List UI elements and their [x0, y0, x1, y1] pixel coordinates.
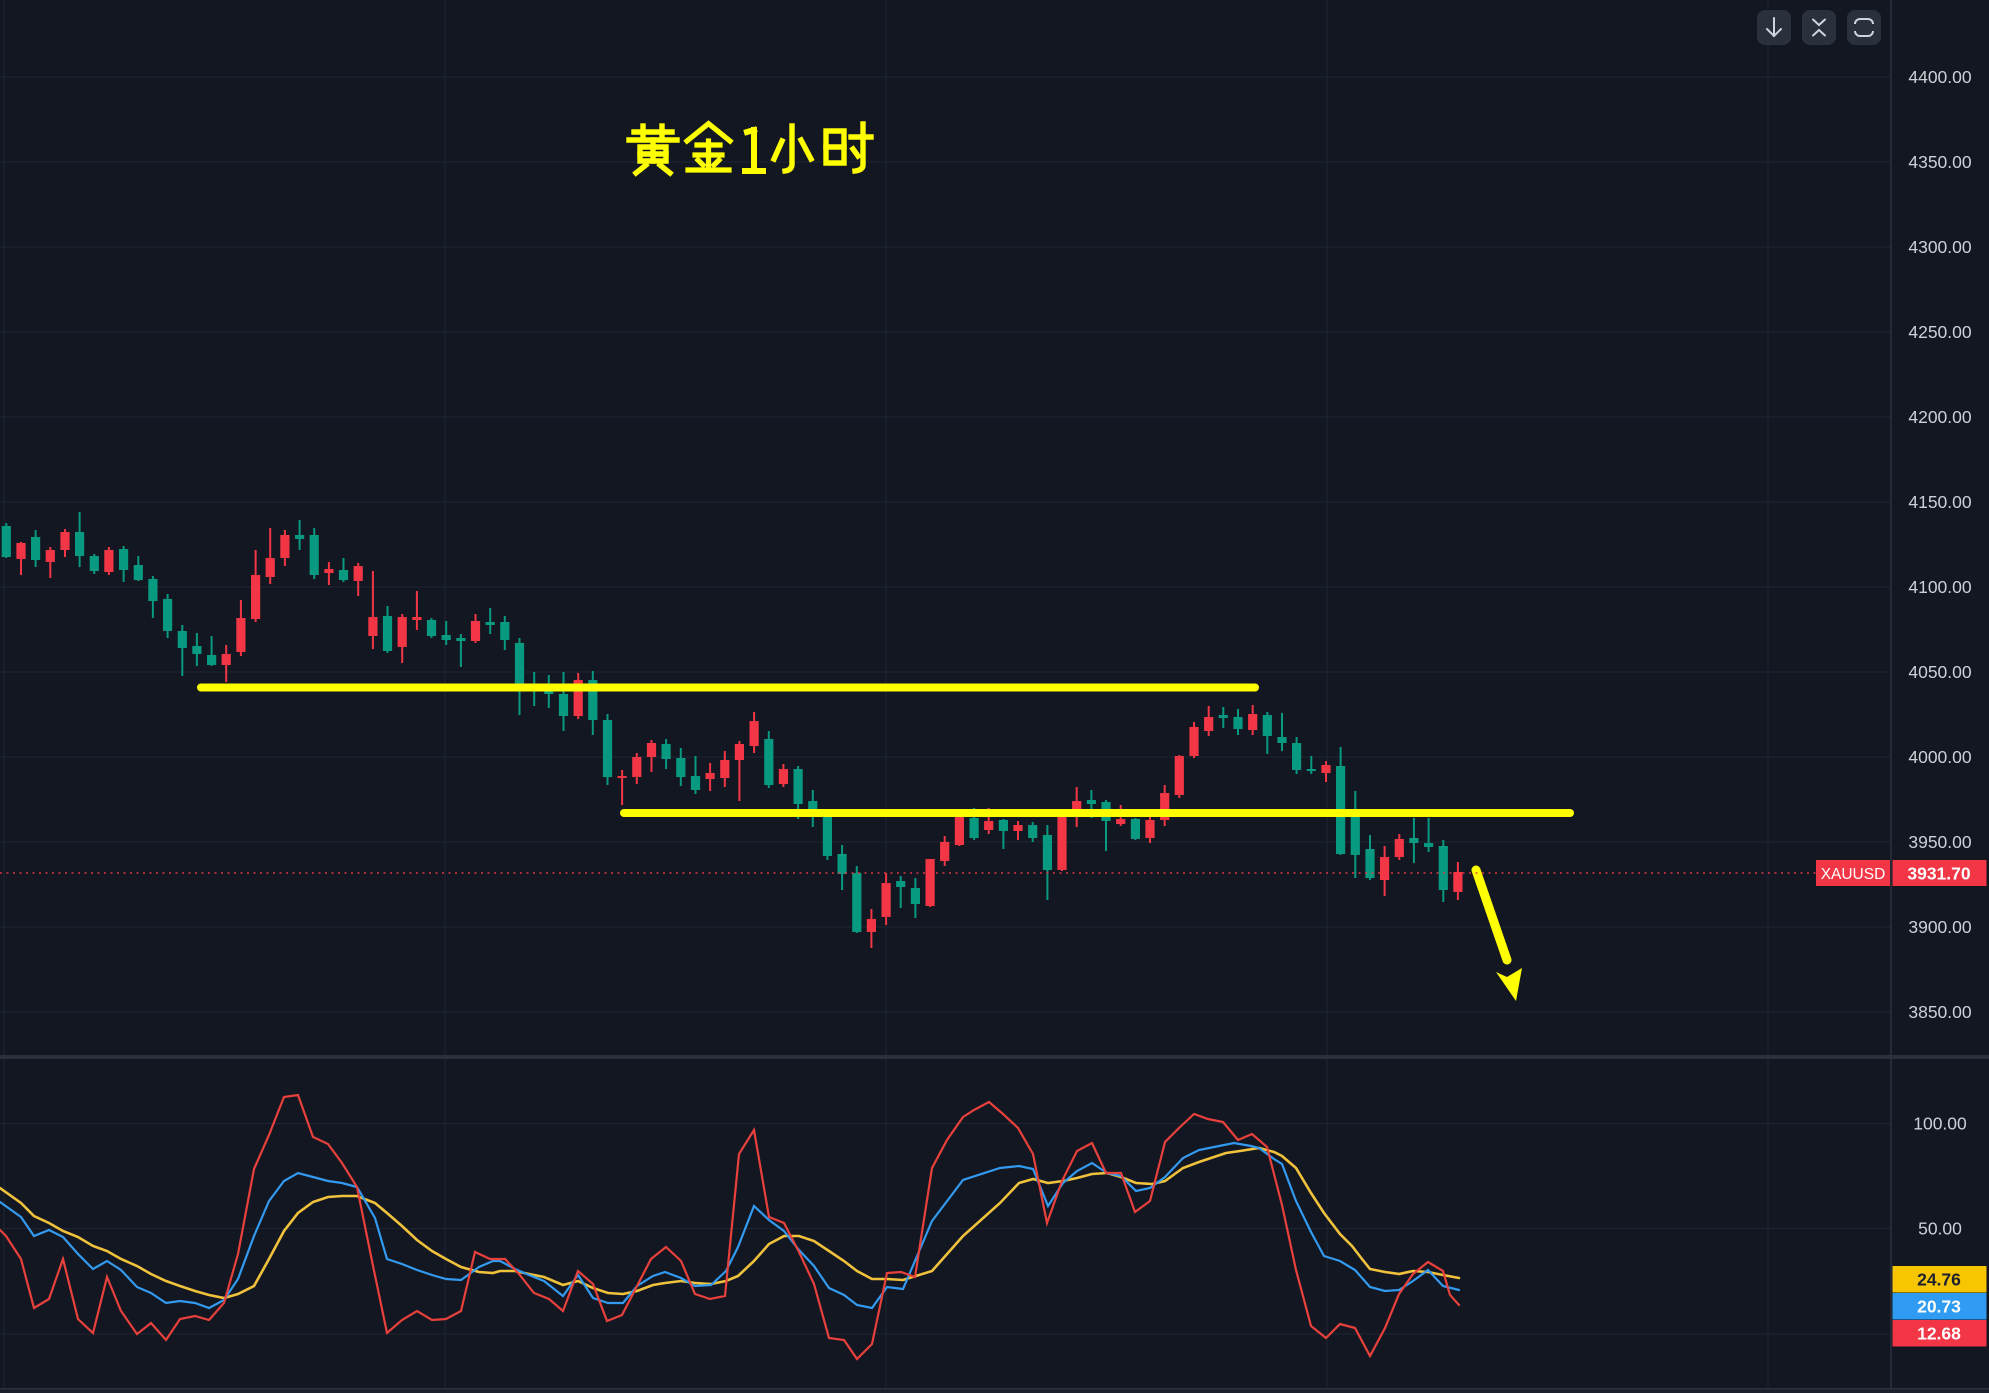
svg-text:24.76: 24.76: [1917, 1270, 1961, 1290]
svg-text:3900.00: 3900.00: [1908, 917, 1972, 937]
svg-text:12.68: 12.68: [1917, 1324, 1961, 1344]
svg-text:4300.00: 4300.00: [1908, 237, 1972, 257]
svg-text:4100.00: 4100.00: [1908, 577, 1972, 597]
svg-text:3931.70: 3931.70: [1907, 864, 1971, 884]
svg-text:100.00: 100.00: [1913, 1114, 1967, 1134]
svg-text:4050.00: 4050.00: [1908, 662, 1972, 682]
svg-text:4400.00: 4400.00: [1908, 67, 1972, 87]
svg-text:3850.00: 3850.00: [1908, 1002, 1972, 1022]
svg-text:4000.00: 4000.00: [1908, 747, 1972, 767]
svg-text:4150.00: 4150.00: [1908, 492, 1972, 512]
svg-text:20.73: 20.73: [1917, 1297, 1961, 1317]
svg-text:4350.00: 4350.00: [1908, 152, 1972, 172]
svg-text:3950.00: 3950.00: [1908, 832, 1972, 852]
svg-text:XAUUSD: XAUUSD: [1821, 866, 1886, 883]
svg-text:50.00: 50.00: [1918, 1219, 1962, 1239]
svg-text:4200.00: 4200.00: [1908, 407, 1972, 427]
svg-text:4250.00: 4250.00: [1908, 322, 1972, 342]
